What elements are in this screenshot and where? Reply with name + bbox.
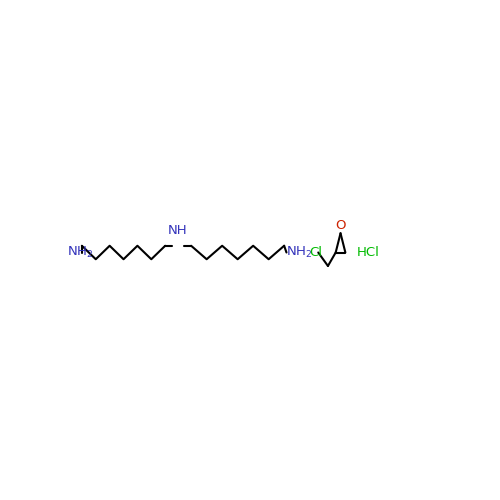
Text: NH: NH (168, 224, 188, 237)
Text: O: O (336, 220, 346, 232)
Text: HCl: HCl (357, 246, 380, 259)
Text: NH$_2$: NH$_2$ (286, 245, 313, 260)
Text: Cl: Cl (309, 246, 322, 259)
Text: NH$_2$: NH$_2$ (67, 245, 94, 260)
